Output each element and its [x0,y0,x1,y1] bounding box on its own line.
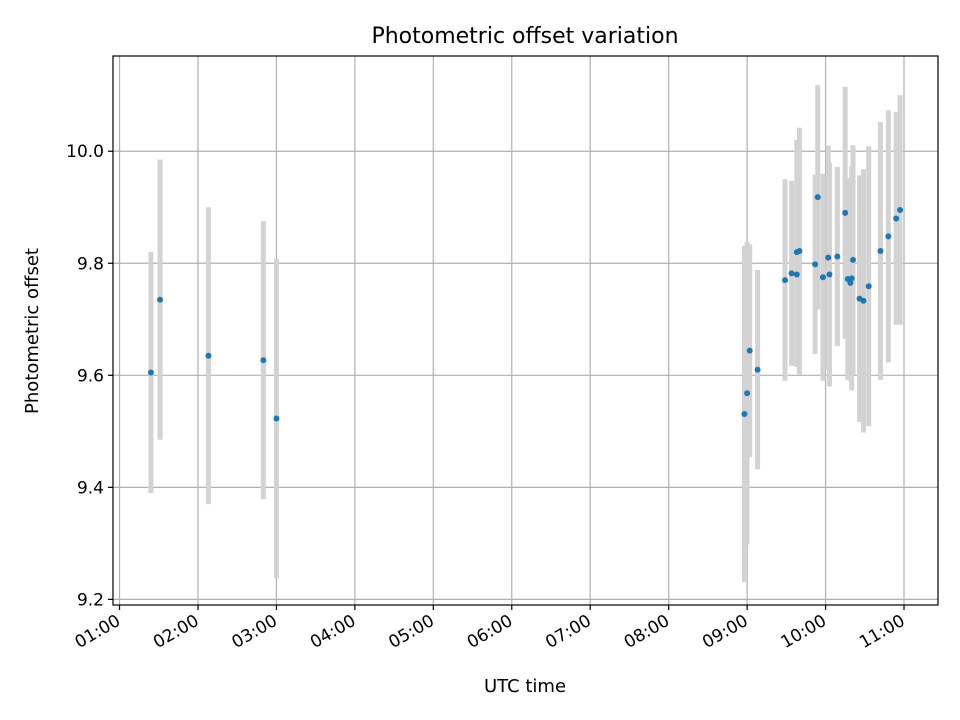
data-point [741,410,748,417]
y-ticks: 9.2 9.4 9.6 9.8 10.0 [66,142,113,610]
data-point [897,207,904,214]
data-point [885,233,892,240]
data-point [788,270,795,277]
data-point [814,194,821,201]
data-point [825,254,832,261]
data-point [754,366,761,373]
chart-title: Photometric offset variation [371,24,678,49]
data-point [865,283,872,290]
data-point [746,347,753,354]
data-point [812,261,819,268]
data-point [850,256,857,263]
data-point [893,215,900,222]
data-point [744,390,751,397]
y-tick-label: 9.6 [77,366,104,386]
y-axis-label: Photometric offset [22,248,43,414]
data-point [877,247,884,254]
data-point [260,357,267,364]
grid-lines [113,56,938,605]
y-tick-label: 9.8 [77,254,104,274]
plot-frame [112,55,939,606]
data-point [793,271,800,278]
data-point [819,274,826,281]
data-point [782,277,789,284]
y-tick-label: 9.4 [77,478,104,498]
y-tick-label: 9.2 [77,590,104,610]
data-point [826,271,833,278]
data-points [147,194,904,422]
data-point [273,415,280,422]
data-point [860,297,867,304]
data-point [842,209,849,216]
data-point [205,352,212,359]
data-point [147,369,154,376]
x-axis-label: UTC time [484,676,566,697]
data-point [848,275,855,282]
y-tick-label: 10.0 [66,142,104,162]
data-point [157,296,164,303]
data-point [796,247,803,254]
data-point [834,253,841,260]
